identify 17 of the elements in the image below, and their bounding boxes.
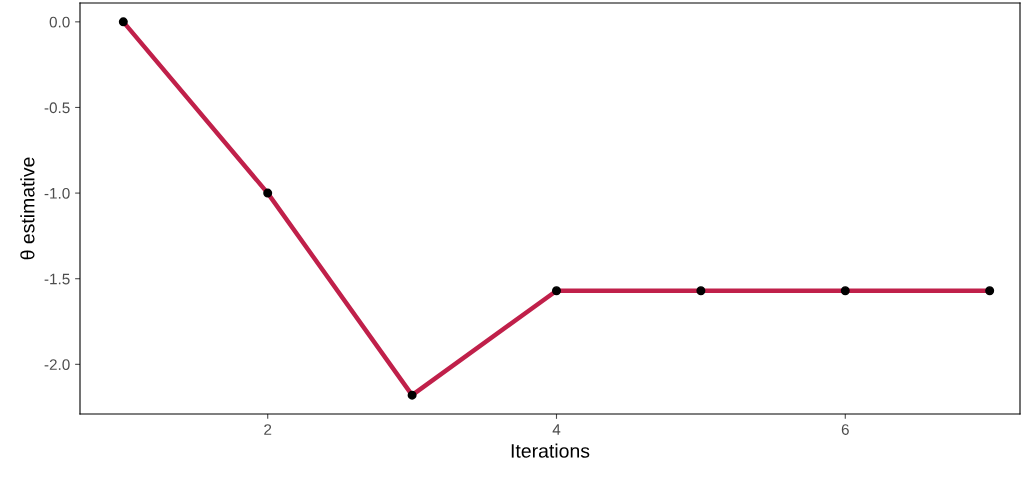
point (840, 286, 850, 296)
y-tick-label: -2.0 (44, 359, 70, 371)
x-tick-label: 6 (841, 424, 849, 435)
point (985, 286, 995, 296)
y-tick-label: -1.5 (44, 273, 70, 285)
point (118, 17, 128, 27)
y-axis-title: θ estimative (20, 157, 35, 260)
x-tick-label: 2 (264, 424, 272, 435)
y-tick-label: -1.0 (44, 187, 70, 199)
point (696, 286, 706, 296)
x-axis-title: Iterations (511, 443, 590, 458)
point (407, 390, 417, 400)
y-tick-label: 0.0 (49, 16, 70, 28)
point (551, 286, 561, 296)
y-tick-label: -0.5 (44, 102, 70, 114)
point (263, 188, 273, 198)
x-tick-label: 4 (552, 424, 561, 435)
